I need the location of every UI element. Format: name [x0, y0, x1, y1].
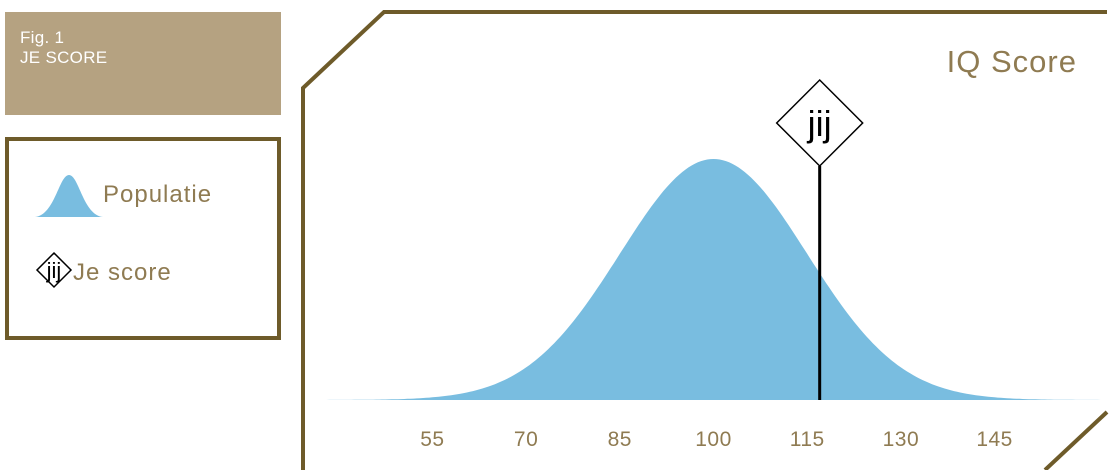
legend-icons: jij — [35, 175, 103, 289]
figure-title: JE SCORE — [20, 48, 108, 67]
population-curve-icon — [35, 175, 103, 217]
x-tick-label: 115 — [790, 428, 825, 451]
score-marker-icon-text: jij — [46, 258, 62, 283]
x-tick-label: 100 — [695, 428, 732, 451]
score-marker: jij — [775, 78, 864, 168]
x-tick-label: 70 — [514, 428, 538, 451]
x-axis-ticks: 55 70 85 100 115 130 145 — [420, 428, 1013, 451]
population-curve — [320, 159, 1107, 400]
iq-chart: IQ Score 55 70 85 100 115 130 145 jij — [301, 10, 1109, 470]
legend: jij Populatie Je score — [5, 137, 281, 340]
chart-frame — [301, 10, 1109, 470]
score-marker-icon: jij — [35, 251, 73, 289]
figure-number: Fig. 1 — [20, 28, 65, 47]
x-tick-label: 130 — [883, 428, 920, 451]
x-tick-label: 55 — [420, 428, 444, 451]
chart-title: IQ Score — [947, 44, 1077, 79]
x-tick-label: 145 — [976, 428, 1013, 451]
figure-label-panel: Fig. 1 JE SCORE — [5, 12, 281, 115]
legend-population-label: Populatie — [103, 181, 213, 208]
score-marker-text: jij — [807, 103, 832, 144]
x-tick-label: 85 — [608, 428, 632, 451]
legend-score-label: Je score — [73, 259, 172, 286]
